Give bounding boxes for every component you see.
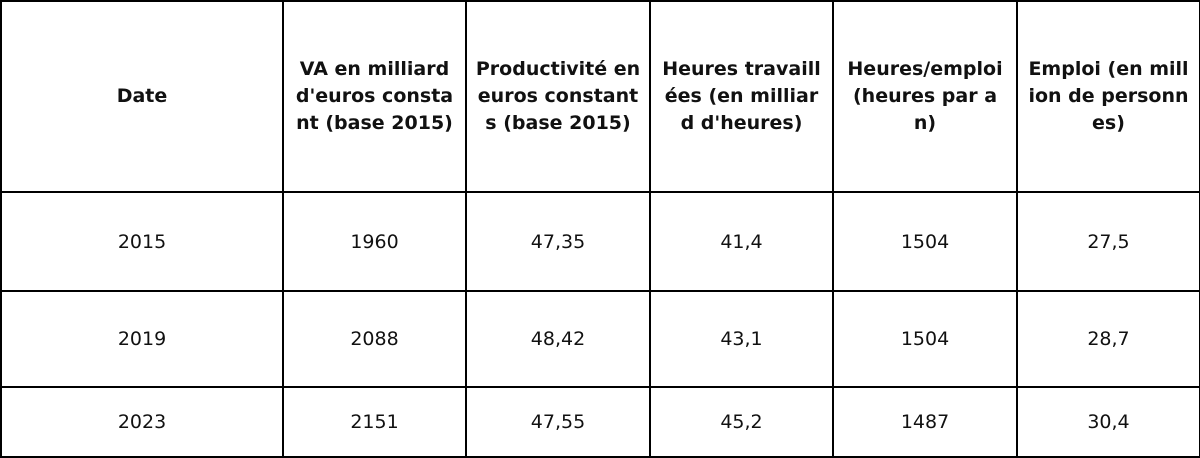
header-hours-worked: Heures travaillées (en milliard d'heures… [649,0,834,193]
table-header-row: Date VA en milliard d'euros constant (ba… [0,0,1200,193]
cell-employment: 30,4 [1016,386,1200,458]
cell-date: 2015 [0,191,284,292]
cell-value-added: 2088 [282,290,467,388]
header-employment: Emploi (en million de personnes) [1016,0,1200,193]
header-date: Date [0,0,284,193]
cell-value-added: 1960 [282,191,467,292]
header-value-added: VA en milliard d'euros constant (base 20… [282,0,467,193]
cell-hours-worked: 41,4 [649,191,834,292]
cell-productivity: 47,55 [465,386,651,458]
cell-employment: 27,5 [1016,191,1200,292]
cell-value-added: 2151 [282,386,467,458]
table-row: 2015 1960 47,35 41,4 1504 27,5 [0,191,1200,292]
cell-productivity: 47,35 [465,191,651,292]
cell-hours-per-job: 1504 [832,290,1018,388]
table-row: 2019 2088 48,42 43,1 1504 28,7 [0,290,1200,388]
cell-hours-worked: 43,1 [649,290,834,388]
cell-hours-worked: 45,2 [649,386,834,458]
header-hours-per-job: Heures/emploi (heures par an) [832,0,1018,193]
cell-productivity: 48,42 [465,290,651,388]
cell-hours-per-job: 1487 [832,386,1018,458]
cell-hours-per-job: 1504 [832,191,1018,292]
cell-employment: 28,7 [1016,290,1200,388]
cell-date: 2019 [0,290,284,388]
header-productivity: Productivité en euros constants (base 20… [465,0,651,193]
table-row: 2023 2151 47,55 45,2 1487 30,4 [0,386,1200,458]
cell-date: 2023 [0,386,284,458]
